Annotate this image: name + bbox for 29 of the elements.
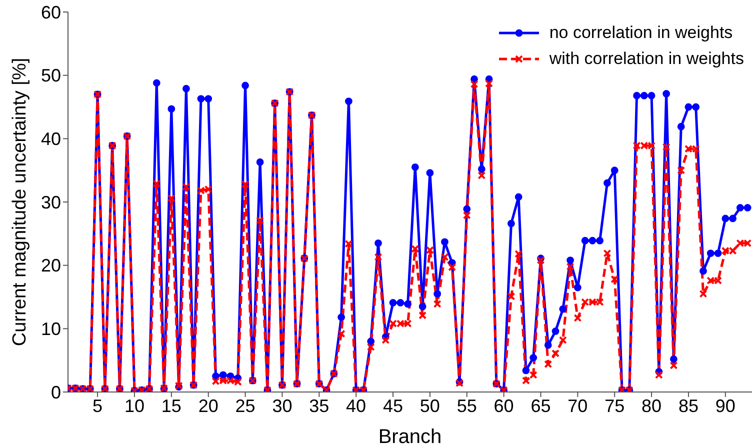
x-tick-label: 60 [494, 396, 514, 416]
x-tick-label: 75 [604, 396, 625, 416]
x-tick-label: 40 [346, 396, 366, 416]
x-tick-label: 35 [309, 396, 330, 416]
y-axis-title: Current magnitude uncertainty [%] [10, 58, 30, 346]
x-tick-label: 55 [456, 396, 477, 416]
legend-label: with correlation in weights [549, 49, 744, 69]
y-tick-label: 40 [40, 129, 61, 150]
x-tick-label: 70 [568, 396, 588, 416]
legend-label: no correlation in weights [549, 23, 733, 43]
y-tick-label: 10 [40, 319, 61, 340]
x-tick-label: 80 [642, 396, 662, 416]
x-tick-label: 85 [678, 396, 698, 416]
x-tick-label: 45 [382, 396, 404, 416]
y-tick-label: 60 [40, 2, 61, 22]
y-tick-label: 30 [40, 192, 61, 212]
x-tick-label: 15 [161, 396, 182, 416]
x-tick-label: 90 [715, 396, 736, 416]
x-tick-label: 20 [198, 396, 218, 416]
y-tick-label: 20 [40, 256, 61, 276]
x-tick-label: 25 [235, 396, 256, 416]
x-axis-title: Branch [378, 426, 442, 445]
x-tick-label: 50 [420, 396, 440, 416]
y-tick-label: 50 [40, 66, 61, 86]
x-tick-label: 65 [530, 396, 551, 416]
x-tick-label: 10 [124, 396, 144, 416]
y-tick-label: 0 [50, 382, 61, 402]
x-tick-label: 30 [272, 396, 292, 416]
x-tick-label: 5 [92, 396, 103, 416]
